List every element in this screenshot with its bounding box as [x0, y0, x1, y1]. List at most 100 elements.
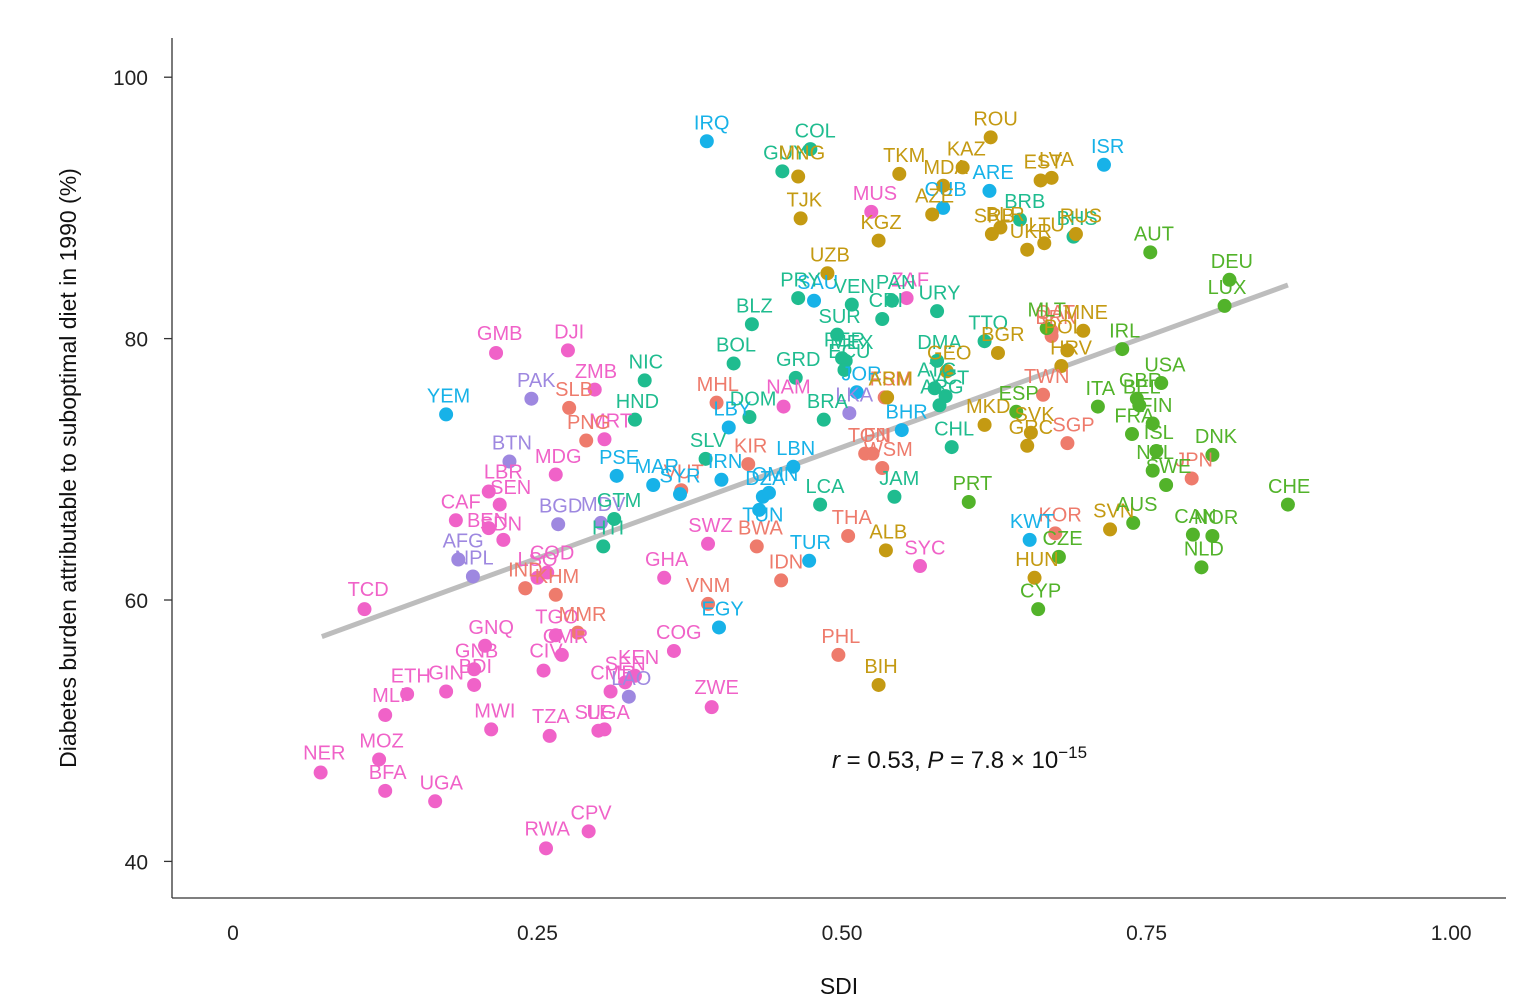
data-point — [448, 513, 463, 528]
data-point — [749, 539, 764, 554]
point-label: SUR — [818, 306, 860, 328]
point-label: SRB — [974, 205, 1015, 227]
point-label: SLV — [690, 430, 727, 452]
data-point — [712, 620, 727, 635]
x-tick-label: 0 — [227, 922, 239, 945]
point-label: LBY — [713, 399, 751, 421]
point-label: HTI — [592, 518, 624, 540]
data-point — [621, 689, 636, 704]
data-point — [721, 420, 736, 435]
data-point — [1194, 560, 1209, 575]
point-label: CMR — [543, 626, 589, 648]
point-label: IRQ — [694, 112, 730, 134]
point-label: MLT — [1027, 299, 1066, 321]
point-label: BEN — [467, 510, 508, 532]
data-point — [813, 497, 828, 512]
point-label: COL — [795, 120, 836, 142]
data-point — [607, 511, 622, 526]
data-point — [802, 553, 817, 568]
data-point — [1031, 602, 1046, 617]
data-point — [930, 353, 945, 368]
point-label: HRV — [1050, 337, 1093, 359]
point-label: DOM — [730, 388, 777, 410]
point-label: IRN — [708, 451, 742, 473]
point-label: BIH — [864, 656, 897, 678]
data-point — [542, 728, 557, 743]
data-point — [993, 220, 1008, 235]
point-label: UZB — [810, 244, 850, 266]
point-label: RWA — [524, 818, 570, 840]
point-label: MMR — [559, 604, 607, 626]
x-tick-label: 0.75 — [1126, 922, 1167, 945]
point-label: VNM — [686, 575, 730, 597]
point-label: BDI — [459, 656, 492, 678]
point-label: MDG — [535, 446, 582, 468]
point-label: LTU — [1029, 214, 1065, 236]
point-label: YEM — [427, 386, 470, 408]
point-label: GEO — [927, 343, 971, 365]
data-point — [548, 467, 563, 482]
point-label: UGA — [586, 702, 630, 724]
data-point — [481, 521, 496, 536]
data-point — [587, 382, 602, 397]
point-label: HND — [616, 391, 659, 413]
point-label: KGZ — [860, 212, 901, 234]
data-point — [887, 489, 902, 504]
data-point — [627, 412, 642, 427]
point-label: POL — [1044, 316, 1084, 338]
data-point — [807, 293, 822, 308]
data-point — [1145, 416, 1160, 431]
data-point — [357, 602, 372, 617]
data-point — [467, 677, 482, 692]
point-label: SVK — [1015, 404, 1056, 426]
data-point — [603, 684, 618, 699]
data-point — [791, 169, 806, 184]
data-point — [831, 647, 846, 662]
data-point — [524, 391, 539, 406]
x-tick-label: 0.50 — [822, 922, 863, 945]
point-label: ECU — [828, 341, 870, 363]
point-label: CAF — [441, 492, 481, 514]
point-label: TUN — [742, 505, 783, 527]
data-point — [1280, 497, 1295, 512]
data-point — [871, 677, 886, 692]
point-label: SEN — [605, 654, 646, 676]
data-point — [1068, 227, 1083, 242]
data-point — [1037, 236, 1052, 251]
data-point — [467, 662, 482, 677]
point-label: AUS — [1116, 494, 1157, 516]
data-point — [858, 446, 873, 461]
data-point — [1149, 444, 1164, 459]
data-point — [955, 160, 970, 175]
point-label: MRT — [589, 410, 632, 432]
data-point — [1184, 471, 1199, 486]
point-label: PRY — [780, 269, 821, 291]
point-label: ARM — [869, 369, 913, 391]
data-point — [837, 362, 852, 377]
point-label: KIR — [734, 435, 767, 457]
point-label: GNB — [455, 641, 498, 663]
data-point — [709, 395, 724, 410]
data-point — [1020, 242, 1035, 257]
data-point — [618, 675, 633, 690]
point-label: CMR — [590, 663, 636, 685]
point-label: TJK — [786, 190, 822, 212]
data-point — [1009, 404, 1024, 419]
point-label: NPL — [455, 548, 494, 570]
point-label: GRD — [776, 349, 820, 371]
point-label: BRB — [1004, 191, 1045, 213]
point-label: VUT — [664, 461, 704, 483]
data-point — [701, 536, 716, 551]
point-label: LSO — [517, 549, 557, 571]
point-label: JPN — [1175, 450, 1213, 472]
point-label: BRA — [807, 391, 849, 413]
x-axis-title: SDI — [820, 973, 858, 996]
point-label: CPV — [571, 803, 613, 825]
data-point — [714, 472, 729, 487]
point-label: LBR — [484, 461, 523, 483]
point-label: MNE — [1063, 302, 1107, 324]
data-point — [791, 291, 806, 306]
data-point — [803, 142, 818, 157]
point-label: SYR — [659, 465, 700, 487]
point-label: ETH — [391, 665, 431, 687]
